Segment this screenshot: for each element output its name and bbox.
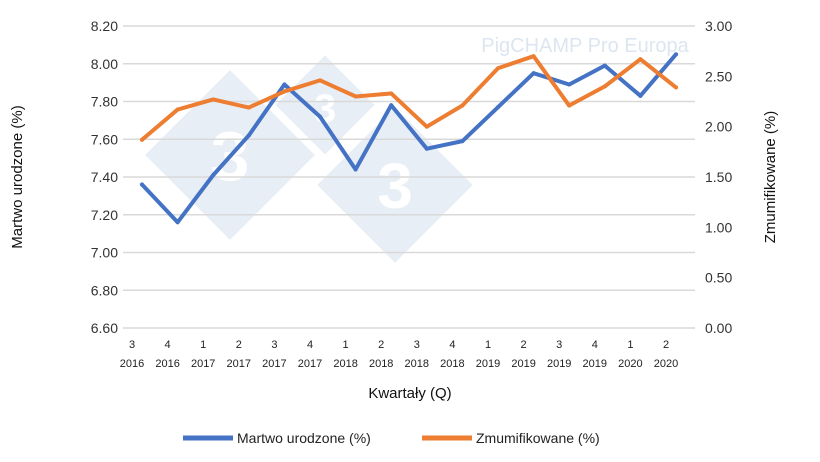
data-point bbox=[638, 93, 643, 98]
data-point bbox=[140, 182, 144, 187]
data-point bbox=[246, 105, 251, 110]
y-tick-left: 6.60 bbox=[91, 320, 118, 336]
data-point bbox=[531, 71, 536, 76]
x-tick-year: 2019 bbox=[476, 358, 500, 370]
y-tick-right: 1.50 bbox=[705, 169, 732, 185]
data-point bbox=[389, 91, 394, 96]
data-point bbox=[389, 103, 394, 108]
data-point bbox=[674, 52, 678, 57]
data-point bbox=[567, 82, 572, 87]
x-tick-year: 2016 bbox=[120, 358, 144, 370]
x-tick-quarter: 1 bbox=[627, 339, 633, 351]
y-tick-left: 7.60 bbox=[91, 131, 118, 147]
x-tick-year: 2017 bbox=[191, 358, 215, 370]
x-tick-quarter: 3 bbox=[129, 339, 135, 351]
legend-label-martwo: Martwo urodzone (%) bbox=[237, 430, 371, 446]
x-tick-year: 2019 bbox=[511, 358, 535, 370]
data-point bbox=[211, 173, 216, 178]
data-point bbox=[318, 114, 322, 119]
svg-text:3: 3 bbox=[377, 150, 413, 222]
x-tick-quarter: 4 bbox=[307, 339, 313, 351]
x-tick-year: 2020 bbox=[654, 358, 678, 370]
data-point bbox=[175, 220, 180, 225]
legend: Martwo urodzone (%) Zmumifikowane (%) bbox=[183, 430, 600, 446]
x-tick-quarter: 3 bbox=[414, 339, 420, 351]
y-tick-right: 0.50 bbox=[705, 270, 732, 286]
x-tick-quarter: 1 bbox=[200, 339, 206, 351]
data-point bbox=[460, 139, 465, 144]
y-tick-left: 7.00 bbox=[91, 245, 118, 261]
x-tick-quarter: 1 bbox=[485, 339, 491, 351]
watermark-text: PigCHAMP Pro Europa bbox=[481, 35, 689, 57]
x-tick-year: 2017 bbox=[227, 358, 251, 370]
x-tick-quarter: 4 bbox=[165, 339, 171, 351]
data-point bbox=[140, 137, 144, 142]
y-tick-left: 7.80 bbox=[91, 94, 118, 110]
y-tick-left: 6.80 bbox=[91, 282, 118, 298]
x-tick-quarter: 3 bbox=[556, 339, 562, 351]
svg-text:3: 3 bbox=[314, 87, 336, 131]
data-point bbox=[531, 54, 536, 59]
data-point bbox=[674, 85, 678, 90]
y-tick-right: 0.00 bbox=[705, 320, 732, 336]
series-line-martwo-urodzone bbox=[140, 52, 678, 225]
y-tick-right: 3.00 bbox=[705, 18, 732, 34]
y-tick-left: 7.40 bbox=[91, 169, 118, 185]
data-point bbox=[496, 105, 500, 110]
x-tick-year: 2020 bbox=[618, 358, 642, 370]
data-point bbox=[282, 82, 287, 87]
data-point bbox=[424, 124, 429, 129]
data-point bbox=[602, 63, 607, 68]
x-tick-year: 2018 bbox=[440, 358, 464, 370]
x-tick-quarter: 4 bbox=[592, 339, 598, 351]
data-point bbox=[424, 146, 429, 151]
series-line-zmumifikowane bbox=[140, 54, 678, 142]
data-point bbox=[567, 103, 572, 108]
x-tick-year: 2016 bbox=[155, 358, 179, 370]
x-tick-quarter: 2 bbox=[521, 339, 527, 351]
y-axis-right-label: Zmumifikowane (%) bbox=[762, 111, 779, 244]
x-tick-quarter: 3 bbox=[271, 339, 277, 351]
legend-label-zmumifikowane: Zmumifikowane (%) bbox=[476, 430, 600, 446]
x-tick-quarter: 2 bbox=[663, 339, 669, 351]
data-point bbox=[496, 66, 500, 71]
x-tick-quarter: 2 bbox=[236, 339, 242, 351]
x-tick-quarter: 4 bbox=[449, 339, 455, 351]
x-tick-quarter: 2 bbox=[378, 339, 384, 351]
y-tick-left: 8.20 bbox=[91, 18, 118, 34]
y-tick-left: 8.00 bbox=[91, 56, 118, 72]
x-tick-year: 2019 bbox=[547, 358, 571, 370]
data-point bbox=[211, 97, 216, 102]
y-tick-right: 2.50 bbox=[705, 68, 732, 84]
watermark-logo: 3 3 3 bbox=[145, 55, 473, 263]
data-point bbox=[353, 94, 358, 99]
x-axis-label: Kwartały (Q) bbox=[368, 385, 451, 402]
data-point bbox=[460, 103, 465, 108]
x-tick-year: 2017 bbox=[298, 358, 322, 370]
x-tick-quarter: 1 bbox=[343, 339, 349, 351]
data-point bbox=[175, 107, 180, 112]
y-tick-right: 2.00 bbox=[705, 119, 732, 135]
y-tick-left: 7.20 bbox=[91, 207, 118, 223]
x-tick-year: 2019 bbox=[583, 358, 607, 370]
data-point bbox=[282, 89, 287, 94]
x-tick-year: 2018 bbox=[405, 358, 429, 370]
x-tick-year: 2018 bbox=[333, 358, 357, 370]
data-point bbox=[318, 78, 322, 83]
y-tick-right: 1.00 bbox=[705, 219, 732, 235]
y-axis-left-label: Martwo urodzone (%) bbox=[9, 105, 26, 248]
data-point bbox=[602, 84, 607, 89]
data-point bbox=[638, 57, 643, 62]
x-tick-year: 2017 bbox=[262, 358, 286, 370]
data-point bbox=[246, 133, 251, 138]
data-point bbox=[353, 167, 358, 172]
x-tick-year: 2018 bbox=[369, 358, 393, 370]
